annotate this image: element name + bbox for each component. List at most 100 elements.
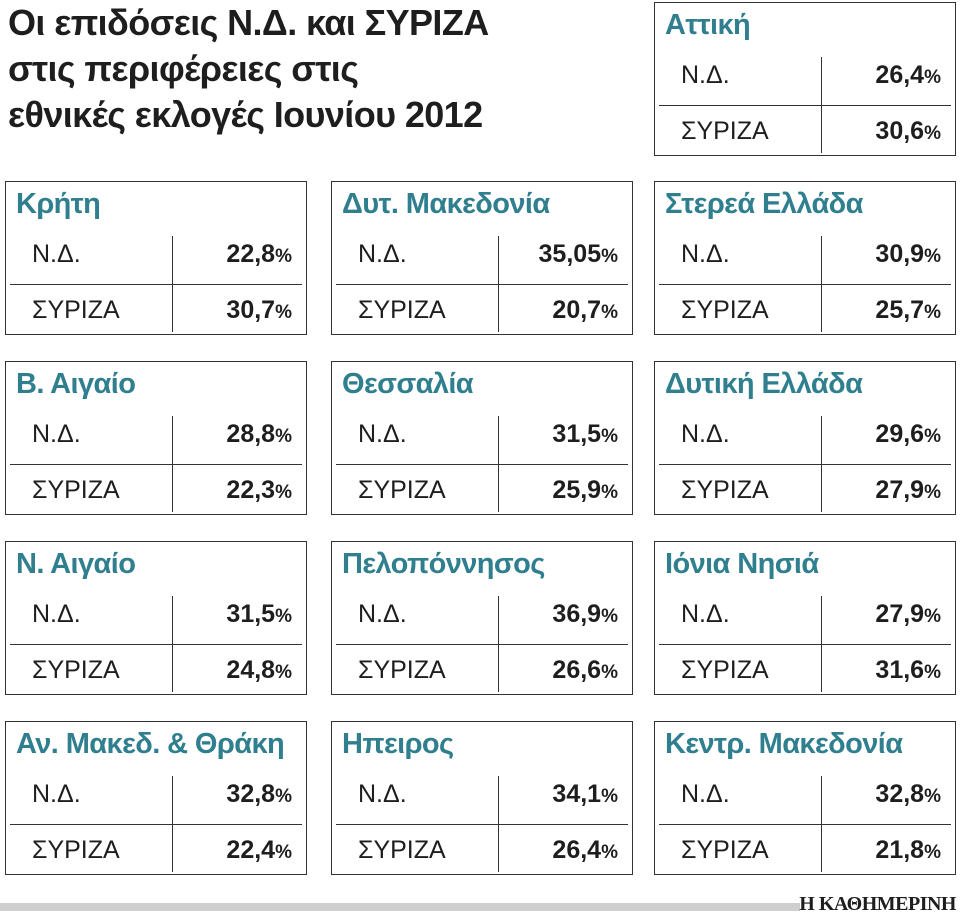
- region-box: Β. Αιγαίο Ν.Δ. 28,8% ΣΥΡΙΖΑ 22,3%: [5, 361, 307, 515]
- value-unit: %: [275, 786, 292, 807]
- value: 30,9%: [875, 240, 941, 269]
- value-number: 22,4: [226, 836, 276, 864]
- divider: [10, 824, 302, 825]
- divider: [659, 284, 951, 285]
- value-number: 31,5: [226, 600, 276, 628]
- value-number: 32,8: [226, 780, 276, 808]
- divider: [821, 57, 822, 153]
- value-unit: %: [924, 662, 941, 683]
- value: 22,4%: [226, 836, 292, 865]
- region-box: Αν. Μακεδ. & Θράκη Ν.Δ. 32,8% ΣΥΡΙΖΑ 22,4%: [5, 721, 307, 875]
- region-box: Δυτ. Μακεδονία Ν.Δ. 35,05% ΣΥΡΙΖΑ 20,7%: [331, 181, 633, 335]
- value-number: 32,8: [875, 780, 925, 808]
- value: 31,5%: [226, 600, 292, 629]
- region-name: Ν. Αιγαίο: [16, 548, 136, 580]
- value: 25,7%: [875, 296, 941, 325]
- title-line: εθνικές εκλογές Ιουνίου 2012: [8, 94, 483, 135]
- region-name: Δυτ. Μακεδονία: [342, 188, 550, 220]
- party: Ν.Δ.: [358, 420, 407, 448]
- value-unit: %: [275, 606, 292, 627]
- value-unit: %: [924, 842, 941, 863]
- party: Ν.Δ.: [681, 240, 730, 268]
- divider: [336, 464, 628, 465]
- value: 30,6%: [875, 117, 941, 146]
- party: Ν.Δ.: [32, 600, 81, 628]
- region-box: Ν. Αιγαίο Ν.Δ. 31,5% ΣΥΡΙΖΑ 24,8%: [5, 541, 307, 695]
- party: ΣΥΡΙΖΑ: [681, 117, 769, 145]
- value-number: 26,4: [875, 61, 925, 89]
- region-name: Πελοπόννησος: [342, 548, 545, 580]
- region-name: Κρήτη: [16, 188, 101, 220]
- value-number: 22,3: [226, 476, 276, 504]
- value-number: 31,5: [552, 420, 602, 448]
- value: 27,9%: [875, 600, 941, 629]
- region-name: Κεντρ. Μακεδονία: [665, 728, 903, 760]
- party: ΣΥΡΙΖΑ: [32, 296, 120, 324]
- region-name: Ηπειρος: [342, 728, 454, 760]
- value-number: 27,9: [875, 476, 925, 504]
- value: 36,9%: [552, 600, 618, 629]
- divider: [821, 236, 822, 332]
- value-number: 35,05: [538, 240, 602, 268]
- value: 35,05%: [539, 240, 618, 269]
- party: ΣΥΡΙΖΑ: [358, 836, 446, 864]
- value: 26,4%: [552, 836, 618, 865]
- value-number: 34,1: [552, 780, 602, 808]
- value-unit: %: [924, 123, 941, 144]
- divider: [659, 105, 951, 106]
- value-unit: %: [924, 606, 941, 627]
- party: Ν.Δ.: [358, 240, 407, 268]
- value-number: 21,8: [875, 836, 925, 864]
- value: 22,8%: [226, 240, 292, 269]
- party: ΣΥΡΙΖΑ: [681, 656, 769, 684]
- value-unit: %: [601, 786, 618, 807]
- value-number: 28,8: [226, 420, 276, 448]
- value-number: 25,9: [552, 476, 602, 504]
- footer-bar: [0, 903, 800, 911]
- value-unit: %: [601, 842, 618, 863]
- divider: [10, 464, 302, 465]
- value: 29,6%: [875, 420, 941, 449]
- source: Η ΚΑΘΗΜΕΡΙΝΗ: [799, 893, 956, 914]
- region-box: Πελοπόννησος Ν.Δ. 36,9% ΣΥΡΙΖΑ 26,6%: [331, 541, 633, 695]
- divider: [10, 644, 302, 645]
- party: Ν.Δ.: [681, 780, 730, 808]
- value-unit: %: [924, 786, 941, 807]
- divider: [659, 464, 951, 465]
- region-name: Στερεά Ελλάδα: [665, 188, 863, 220]
- value-number: 36,9: [552, 600, 602, 628]
- value-number: 30,7: [226, 296, 276, 324]
- title-line: Οι επιδόσεις Ν.Δ. και ΣΥΡΙΖΑ: [8, 2, 489, 43]
- divider: [498, 416, 499, 512]
- value-unit: %: [924, 482, 941, 503]
- value-unit: %: [275, 482, 292, 503]
- value-unit: %: [601, 426, 618, 447]
- value: 32,8%: [226, 780, 292, 809]
- party: Ν.Δ.: [681, 420, 730, 448]
- divider: [498, 776, 499, 872]
- party: ΣΥΡΙΖΑ: [32, 836, 120, 864]
- region-box: Θεσσαλία Ν.Δ. 31,5% ΣΥΡΙΖΑ 25,9%: [331, 361, 633, 515]
- value-number: 31,6: [875, 656, 925, 684]
- divider: [659, 824, 951, 825]
- value-unit: %: [601, 662, 618, 683]
- divider: [10, 284, 302, 285]
- party: Ν.Δ.: [358, 780, 407, 808]
- party: ΣΥΡΙΖΑ: [681, 476, 769, 504]
- value: 28,8%: [226, 420, 292, 449]
- divider: [336, 284, 628, 285]
- divider: [821, 416, 822, 512]
- divider: [336, 644, 628, 645]
- value-unit: %: [601, 606, 618, 627]
- divider: [821, 776, 822, 872]
- value-unit: %: [275, 302, 292, 323]
- party: ΣΥΡΙΖΑ: [358, 656, 446, 684]
- divider: [498, 596, 499, 692]
- region-box: Δυτική Ελλάδα Ν.Δ. 29,6% ΣΥΡΙΖΑ 27,9%: [654, 361, 956, 515]
- party: Ν.Δ.: [32, 420, 81, 448]
- party: ΣΥΡΙΖΑ: [681, 296, 769, 324]
- region-name: Ιόνια Νησιά: [665, 548, 819, 580]
- value-number: 30,6: [875, 117, 925, 145]
- party: Ν.Δ.: [32, 240, 81, 268]
